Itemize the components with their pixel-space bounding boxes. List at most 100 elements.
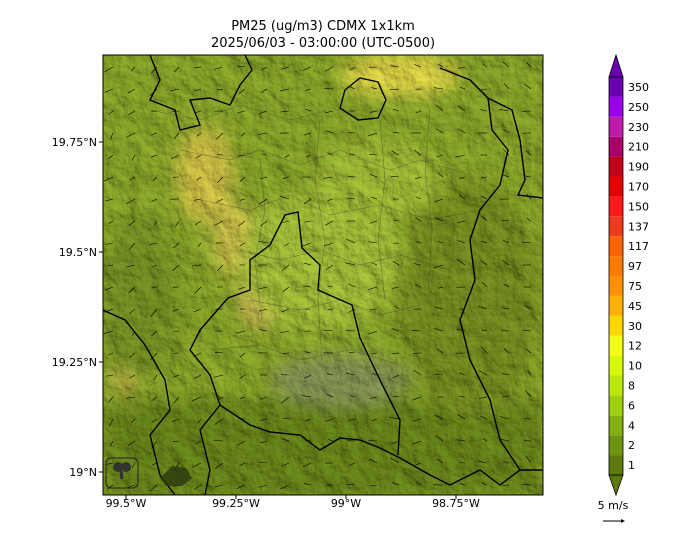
wind-vector [106,242,114,245]
wind-vector [503,348,510,354]
colorbar-label: 10 [628,360,642,373]
wind-vector [302,66,312,71]
wind-vector [436,154,444,158]
wind-vector [526,193,532,200]
wind-vector [258,286,268,290]
colorbar-segment [609,216,623,237]
wind-vector [413,263,422,266]
wind-vector [390,457,400,464]
wind-vector [213,374,224,378]
wind-vector [480,88,488,91]
wind-vector [103,176,114,182]
wind-vector [481,216,488,222]
wind-vector [281,66,290,70]
wind-vector [173,330,180,333]
wind-vector [284,154,290,158]
sedema-logo [105,457,139,489]
x-tick-label: 99.5°W [106,497,147,510]
wind-vector [371,372,378,376]
wind-vector [261,153,268,156]
wind-vector [434,328,444,332]
wind-vector [328,439,334,442]
wind-vector [172,264,180,272]
wind-vector [259,418,268,421]
wind-vector [171,154,180,160]
wind-vector [481,240,488,244]
wind-vector [525,455,532,464]
wind-vector [261,88,268,93]
municipal-boundaries [149,104,481,366]
wind-vector [304,351,312,354]
wind-vector [236,110,246,114]
wind-vector [149,88,158,96]
map-title-line1: PM25 (ug/m3) CDMX 1x1km [231,19,415,34]
wind-vector [129,374,136,379]
wind-vector [240,132,246,137]
wind-vector [457,220,466,224]
wind-vector [235,330,246,334]
wind-vector [521,241,532,244]
wind-vector [348,308,356,313]
wind-vector [279,330,290,334]
wind-vector [151,440,158,449]
wind-vector [215,198,224,203]
wind-vector [392,286,400,289]
wind-vector [345,372,356,376]
wind-vector [305,154,312,158]
wind-vector [524,418,532,420]
wind-vector [392,374,400,379]
wind-vector [436,458,444,464]
wind-vector [480,346,488,354]
wind-vector [525,61,532,68]
wind-vector [414,176,422,180]
wind-vector [217,176,224,184]
wind-vector [152,176,158,181]
colorbar-label: 6 [628,399,635,412]
wind-vector [239,374,246,379]
wind-vector [128,242,136,250]
wind-vector [323,176,334,179]
wind-vector [434,373,444,376]
wind-vector [197,418,202,424]
wind-vector [107,484,114,490]
wind-vector [240,396,246,399]
wind-vector [348,175,356,178]
wind-vector [389,88,400,90]
wind-vector [455,154,466,158]
wind-vector [150,352,158,361]
wind-vector [173,396,180,404]
wind-vector [259,329,268,332]
wind-vector [434,198,444,203]
wind-vector [281,308,290,313]
wind-vector [126,132,136,138]
wind-vector [391,328,400,332]
wind-vector [326,394,334,398]
wind-vector [482,482,488,486]
wind-vector [103,308,114,313]
wind-vector [194,374,202,379]
wind-vector [126,264,136,268]
wind-vector [391,482,400,486]
colorbar-segment [609,176,623,197]
wind-vector [258,198,268,205]
wind-vector [433,87,444,90]
wind-vector [154,220,158,226]
wind-vector [414,283,422,288]
wind-vector [284,242,290,247]
pm25-concentration-field [103,55,543,495]
wind-vector [502,174,510,178]
wind-vector [303,198,312,205]
wind-vector [281,264,290,271]
y-tick-label: 19°N [69,466,97,479]
wind-vector [237,440,246,446]
wind-vector [325,264,334,271]
wind-vector [348,418,356,421]
wind-vector [521,483,532,486]
wind-vector [128,286,136,294]
colorbar-segment [609,77,623,97]
wind-vector [238,220,246,227]
wind-vector [282,220,290,223]
wind-vector [327,285,334,288]
wind-vector [368,330,378,335]
